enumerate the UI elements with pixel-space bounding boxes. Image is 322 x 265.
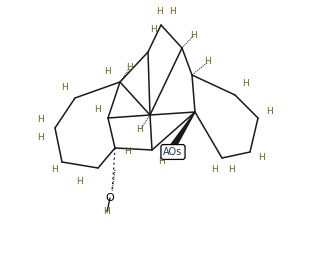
Text: H: H <box>95 105 101 114</box>
Text: H: H <box>229 166 235 174</box>
Text: H: H <box>125 148 131 157</box>
Text: H: H <box>52 166 58 174</box>
Text: H: H <box>104 207 110 217</box>
Text: H: H <box>242 80 249 89</box>
Text: H: H <box>204 58 211 67</box>
Text: O: O <box>106 193 114 203</box>
Text: H: H <box>137 126 143 135</box>
Text: H: H <box>159 157 166 166</box>
Text: H: H <box>37 134 43 143</box>
Text: H: H <box>191 30 197 39</box>
Text: H: H <box>105 68 111 77</box>
Text: H: H <box>212 166 218 174</box>
Text: H: H <box>170 7 176 16</box>
Text: AOs: AOs <box>163 147 183 157</box>
Text: H: H <box>156 7 163 16</box>
Text: H: H <box>77 178 83 187</box>
Text: H: H <box>61 83 67 92</box>
Text: H: H <box>267 108 273 117</box>
Polygon shape <box>169 112 195 150</box>
Text: H: H <box>151 25 157 34</box>
Text: H: H <box>127 64 133 73</box>
Text: H: H <box>259 153 265 162</box>
Text: H: H <box>37 116 43 125</box>
